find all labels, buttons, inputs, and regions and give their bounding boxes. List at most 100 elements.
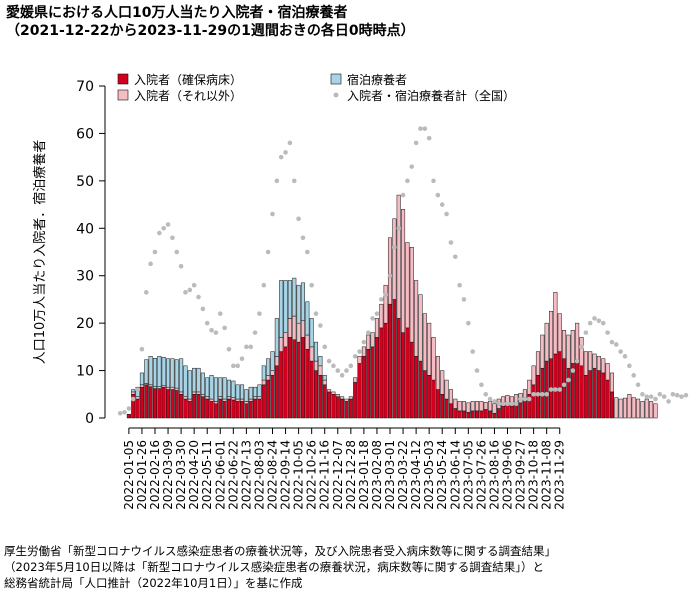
bar-lodging (166, 358, 171, 388)
bar-hosp-secured (240, 401, 245, 419)
bar-hosp-secured (152, 388, 158, 419)
bar-hosp-secured (126, 413, 131, 419)
bar-lodging (148, 356, 153, 386)
bar-lodging (196, 367, 201, 393)
bar-hosp-secured (279, 351, 284, 419)
national-point (596, 318, 602, 324)
bar-lodging (266, 358, 271, 376)
national-point (278, 154, 284, 160)
national-point (335, 368, 341, 373)
bar-lodging (244, 389, 249, 402)
bar-hosp-secured (292, 339, 297, 419)
x-tick-label: 2022-08-03 (252, 440, 266, 510)
national-point (566, 377, 571, 383)
bar-hosp-secured (253, 398, 258, 419)
bar-hosp-secured (509, 405, 514, 419)
bar-hosp-other (187, 398, 192, 402)
bar-hosp-other (270, 370, 275, 376)
bar-hosp-secured (431, 379, 436, 419)
x-tick-label: 2022-06-22 (226, 440, 240, 510)
national-point (252, 330, 258, 335)
bar-hosp-secured (592, 367, 597, 419)
bar-lodging (218, 377, 223, 397)
national-point (674, 392, 680, 398)
bar-hosp-other (318, 365, 323, 376)
bar-hosp-other (566, 334, 571, 369)
bar-hosp-secured (309, 360, 314, 419)
national-point (361, 339, 367, 345)
bar-hosp-other (435, 356, 440, 390)
bar-hosp-other (183, 396, 188, 400)
national-point (631, 373, 637, 378)
national-point (635, 382, 641, 388)
bar-hosp-secured (231, 399, 236, 419)
bar-lodging (292, 277, 297, 317)
stacked-bar-chart: 0 10 20 30 40 50 60 70 人口10万人当たり入院者．宿泊療養者 2022-0… (32, 72, 689, 510)
national-point (305, 249, 310, 255)
national-point (157, 230, 162, 236)
source-line-1: 厚生労働省「新型コロナウイルス感染症患者の療養状況等，及び入院患者受入病床数等に… (4, 544, 556, 558)
bar-hosp-secured (601, 372, 606, 419)
bar-hosp-secured (287, 337, 292, 419)
x-tick-label: 2022-02-16 (148, 440, 162, 510)
bar-hosp-secured (166, 389, 171, 419)
bar-hosp-other (274, 356, 279, 367)
bar-hosp-other (596, 356, 601, 371)
x-tick-label: 2023-09-06 (501, 440, 515, 510)
x-tick-label: 2022-12-28 (344, 440, 358, 510)
bar-hosp-other (348, 396, 353, 400)
bar-hosp-secured (226, 398, 232, 419)
bar-hosp-other (135, 396, 140, 400)
bar-hosp-other (353, 377, 358, 383)
bar-hosp-secured (161, 386, 166, 419)
bar-lodging (261, 365, 266, 381)
bar-hosp-secured (361, 356, 366, 419)
bar-hosp-secured (461, 410, 467, 419)
bar-hosp-other (257, 396, 262, 400)
national-point (522, 396, 528, 402)
bar-hosp-secured (475, 410, 480, 419)
bar-lodging (144, 359, 149, 384)
bar-hosp-other (605, 363, 610, 381)
bar-hosp-other (287, 318, 292, 338)
bar-hosp-other (579, 337, 584, 367)
national-point (331, 363, 336, 369)
bar-lodging (257, 384, 262, 397)
bar-hosp-secured (366, 348, 371, 419)
national-point (640, 391, 645, 397)
bar-lodging (183, 365, 188, 397)
national-point (579, 344, 584, 350)
national-point (370, 316, 375, 321)
bar-hosp-other (327, 389, 332, 393)
bar-hosp-secured (483, 409, 488, 419)
bar-hosp-other (414, 280, 419, 357)
bar-hosp-secured (505, 404, 510, 419)
bar-lodging (152, 357, 158, 387)
bar-hosp-secured (401, 332, 406, 419)
x-tick-label: 2022-01-05 (122, 440, 136, 510)
national-point (261, 282, 267, 288)
bar-hosp-secured (157, 388, 162, 419)
national-point (143, 290, 149, 295)
national-point (296, 216, 301, 222)
national-point (339, 373, 345, 378)
bar-hosp-other (209, 398, 214, 402)
national-point (466, 320, 471, 326)
national-point (148, 261, 153, 267)
national-point (413, 140, 419, 146)
bar-hosp-other (200, 394, 205, 397)
national-point (309, 282, 314, 288)
bar-lodging (287, 280, 292, 319)
bar-lodging (209, 375, 214, 400)
bar-hosp-secured (148, 386, 153, 419)
bar-hosp-secured (383, 322, 388, 419)
bar-hosp-other (488, 401, 493, 412)
bar-hosp-other (131, 391, 136, 395)
bar-hosp-other (166, 386, 171, 390)
national-point (135, 387, 140, 392)
bar-lodging (248, 386, 253, 400)
bar-hosp-other (405, 242, 410, 329)
bar-hosp-secured (414, 356, 419, 419)
bar-hosp-other (461, 401, 467, 412)
y-tick-label: 50 (76, 174, 94, 190)
